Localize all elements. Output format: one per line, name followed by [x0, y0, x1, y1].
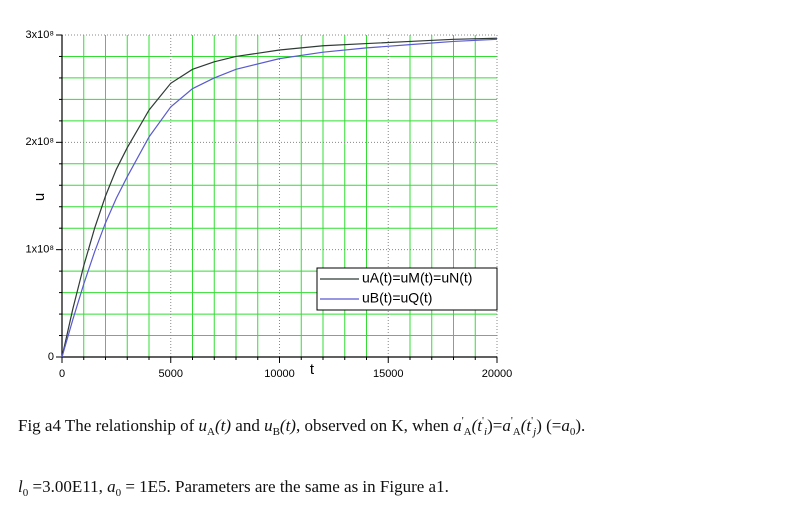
x-tick-label: 10000 — [264, 368, 295, 380]
caption-line-2: l0 =3.00E11, a0 = 1E5. Parameters are th… — [18, 477, 449, 499]
caption-text: j — [533, 426, 537, 438]
caption-text: =3.00E11, — [28, 477, 108, 496]
x-axis-label: t — [310, 361, 315, 378]
caption-text: )= — [487, 416, 503, 435]
series-line — [61, 38, 498, 358]
caption-text: , observed on K, when — [295, 416, 454, 435]
caption-text: a — [561, 416, 570, 435]
x-tick-label: 0 — [59, 368, 65, 380]
legend-label: uA(t)=uM(t)=uN(t) — [362, 270, 472, 286]
caption-text: A — [207, 426, 215, 438]
caption-text: (t) — [279, 416, 296, 435]
caption-text: l — [18, 477, 23, 496]
caption-text: ' — [510, 415, 513, 427]
y-tick-label: 0 — [48, 351, 54, 363]
x-tick-label: 15000 — [373, 368, 404, 380]
caption-text: ' — [482, 415, 484, 427]
legend-box — [316, 267, 498, 311]
y-tick-label: 2x10⁸ — [26, 136, 55, 148]
y-tick-label: 3x10⁸ — [26, 29, 55, 41]
caption-line-1: Fig a4 The relationship of uA(t) and uB(… — [18, 415, 585, 438]
chart: u t 0 5000 10000 15000 20000 0 1x10⁸ 2x10⁸ 3x10⁸… — [26, 29, 513, 380]
caption-text: u — [198, 416, 208, 435]
caption-text: ) (= — [536, 416, 562, 435]
caption-text: a — [107, 477, 116, 496]
caption-text: u — [264, 416, 273, 435]
caption-text: i — [484, 426, 488, 438]
caption-text: ). — [575, 416, 586, 435]
x-tick-label: 20000 — [482, 368, 513, 380]
caption-text: and — [231, 416, 265, 435]
caption-text: (t — [471, 416, 483, 435]
caption-text: = 1E5. Parameters are the same as in Fig… — [121, 477, 449, 496]
caption-text: 0 — [115, 487, 122, 499]
caption-text: A — [463, 426, 472, 438]
caption-text: A — [512, 426, 521, 438]
caption-text: a — [502, 416, 511, 435]
caption-text: ' — [461, 415, 464, 427]
caption-text: ' — [531, 415, 534, 427]
caption-text: B — [272, 426, 280, 438]
caption-text: 0 — [22, 487, 29, 499]
caption-text: (t) — [214, 416, 232, 435]
x-tick-label: 5000 — [159, 368, 183, 380]
y-tick-label: 1x10⁸ — [26, 244, 55, 256]
y-axis-label: u — [31, 193, 48, 201]
caption-text: a — [453, 416, 462, 435]
caption-text: Fig a4 The relationship of — [18, 416, 199, 435]
caption-text: 0 — [569, 426, 576, 438]
caption-text: (t — [520, 416, 532, 435]
series-line — [61, 37, 498, 358]
legend-label: uB(t)=uQ(t) — [362, 290, 432, 306]
